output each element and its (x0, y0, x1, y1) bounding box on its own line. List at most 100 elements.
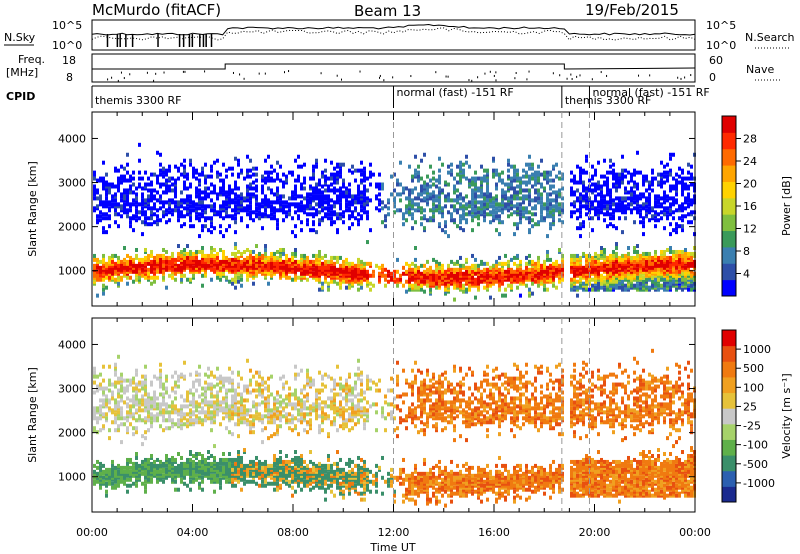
echo-cell (114, 166, 117, 171)
echo-cell (549, 192, 552, 197)
echo-cell (678, 269, 681, 274)
echo-cell (597, 281, 600, 286)
echo-cell (93, 469, 96, 474)
echo-cell (459, 202, 462, 207)
echo-cell (201, 208, 204, 213)
echo-cell (201, 253, 204, 258)
echo-cell (117, 212, 120, 217)
echo-cell (525, 162, 528, 167)
echo-cell (585, 263, 588, 268)
echo-cell (528, 202, 531, 207)
echo-cell (231, 198, 234, 203)
echo-cell (381, 186, 384, 191)
echo-cell (294, 224, 297, 229)
echo-cell (420, 184, 423, 189)
echo-cell (183, 255, 186, 260)
echo-cell (342, 259, 345, 264)
echo-cell (156, 174, 159, 179)
echo-cell (114, 253, 117, 258)
y-tick-label: 3000 (58, 177, 86, 190)
echo-cell (120, 214, 123, 219)
echo-cell (249, 273, 252, 278)
echo-cell (339, 168, 342, 173)
echo-cell (405, 204, 408, 209)
echo-cell (468, 283, 471, 288)
echo-cell (213, 160, 216, 165)
echo-cell (117, 202, 120, 207)
echo-cell (489, 295, 492, 300)
echo-cell (465, 202, 468, 207)
cpid-segment-label: normal (fast) -151 RF (397, 86, 514, 99)
echo-cell (561, 277, 564, 282)
echo-cell (360, 208, 363, 213)
echo-cell (213, 184, 216, 189)
echo-cell (384, 204, 387, 209)
echo-cell (330, 279, 333, 284)
echo-cell (225, 190, 228, 195)
echo-cell (159, 168, 162, 173)
echo-cell (162, 253, 165, 258)
echo-cell (288, 208, 291, 213)
echo-cell (324, 259, 327, 264)
echo-cell (294, 265, 297, 270)
echo-cell (282, 180, 285, 185)
echo-cell (177, 263, 180, 268)
y-axis-title: Slant Range [km] (26, 161, 39, 257)
echo-cell (129, 202, 132, 207)
echo-cell (621, 230, 624, 235)
echo-cell (219, 230, 222, 235)
echo-cell (423, 279, 426, 284)
echo-cell (234, 279, 237, 284)
echo-cell (678, 216, 681, 221)
echo-cell (438, 174, 441, 179)
echo-cell (210, 249, 213, 254)
echo-cell (453, 273, 456, 278)
echo-cell (651, 261, 654, 266)
echo-cell (93, 253, 96, 258)
echo-cell (153, 414, 156, 419)
echo-cell (363, 196, 366, 201)
echo-cell (549, 206, 552, 211)
echo-cell (630, 178, 633, 183)
echo-cell (537, 283, 540, 288)
echo-cell (174, 257, 177, 262)
echo-cell (333, 204, 336, 209)
echo-cell (606, 182, 609, 187)
echo-cell (291, 170, 294, 175)
echo-cell (378, 277, 381, 282)
echo-cell (474, 176, 477, 181)
echo-cell (360, 178, 363, 183)
echo-cell (306, 198, 309, 203)
echo-cell (396, 192, 399, 197)
echo-cell (522, 206, 525, 211)
echo-cell (456, 172, 459, 177)
echo-cell (195, 214, 198, 219)
echo-cell (666, 255, 669, 260)
echo-cell (105, 192, 108, 197)
echo-cell (585, 192, 588, 197)
echo-cell (312, 267, 315, 272)
echo-cell (93, 170, 96, 175)
echo-cell (210, 267, 213, 272)
echo-cell (678, 277, 681, 282)
echo-cell (660, 184, 663, 189)
echo-cell (270, 164, 273, 169)
echo-cell (348, 182, 351, 187)
echo-cell (114, 220, 117, 225)
echo-cell (333, 166, 336, 171)
echo-cell (216, 210, 219, 215)
echo-cell (171, 198, 174, 203)
echo-cell (687, 220, 690, 225)
echo-cell (99, 408, 102, 413)
echo-cell (129, 422, 132, 427)
echo-cell (414, 257, 417, 262)
echo-cell (372, 283, 375, 288)
echo-cell (411, 261, 414, 266)
echo-cell (435, 263, 438, 268)
echo-cell (336, 162, 339, 167)
echo-cell (93, 196, 96, 201)
echo-cell (498, 261, 501, 266)
echo-cell (501, 261, 504, 266)
echo-cell (405, 279, 408, 284)
echo-cell (276, 208, 279, 213)
